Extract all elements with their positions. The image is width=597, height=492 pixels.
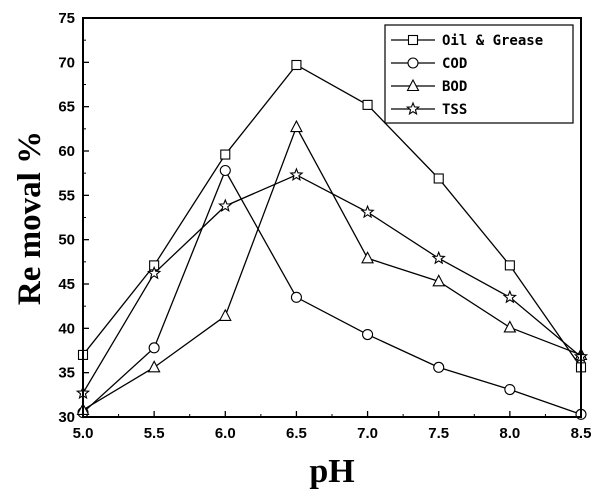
data-point-oil-grease [433,173,444,184]
legend-label: Oil & Grease [442,33,543,49]
data-point-cod [290,291,302,303]
series-line-bod [82,125,582,411]
data-point-cod [433,361,445,373]
data-point-bod [361,251,374,264]
legend-label: BOD [442,79,467,95]
data-point-cod [362,328,374,341]
y-tick-label: 65 [58,99,75,116]
data-point-cod [219,164,231,177]
data-point-tss [218,198,233,213]
x-tick-label: 6.5 [286,425,307,442]
x-tick-label: 5.5 [144,425,165,442]
y-tick-label: 50 [58,232,75,249]
legend-item-oil-grease: Oil & Grease [391,33,543,49]
x-tick-label: 5.0 [73,425,94,442]
series-line-cod [82,169,582,415]
x-tick-label: 7.5 [428,425,449,442]
series-line-oil-grease [82,64,582,368]
plot-frame [82,17,582,418]
y-tick-label: 30 [58,409,75,426]
legend-label: COD [442,56,467,72]
y-tick-label: 35 [58,365,75,382]
x-tick-label: 8.0 [499,425,520,442]
x-axis-title: pH [309,453,354,490]
y-tick-label: 70 [58,54,75,71]
x-tick-label: 7.0 [357,425,378,442]
x-tick-label: 6.0 [215,425,236,442]
data-point-tss [360,204,375,219]
data-point-tss [431,250,446,265]
data-point-bod [290,119,303,133]
legend-marker-bod [406,78,420,92]
series-line-tss [82,174,582,394]
legend-item-cod: COD [391,56,467,72]
data-point-oil-grease [220,149,231,160]
y-tick-label: 45 [58,276,75,293]
y-axis-title: Re moval % [12,131,48,305]
tick-labels: 5.0 5.5 6.0 6.5 7.0 7.5 8.0 8.5 30 35 40 45 50 55 60 65… [58,10,591,442]
legend-marker-oil-grease [407,34,419,46]
data-point-oil-grease [504,260,515,271]
data-point-bod [432,274,446,287]
y-tick-label: 55 [58,187,75,204]
y-tick-label: 60 [58,143,75,160]
y-tick-label: 40 [58,320,75,337]
legend: Oil & Grease COD BOD TSS [384,24,574,124]
data-point-bod [147,360,161,373]
legend-item-tss: TSS [391,101,467,118]
data-point-cod [504,383,516,396]
x-tick-label: 8.5 [571,425,592,442]
data-point-tss [147,265,162,280]
legend-item-bod: BOD [391,78,467,95]
data-point-cod [148,342,160,354]
data-point-bod [218,308,232,321]
data-point-tss [502,289,517,304]
legend-label: TSS [442,102,467,118]
y-tick-label: 75 [58,10,75,27]
data-point-tss [289,167,304,182]
series-oil-grease [77,59,587,373]
data-point-bod [503,320,517,333]
legend-marker-cod [407,57,419,69]
data-point-oil-grease [291,59,302,71]
data-point-oil-grease [362,99,373,110]
legend-marker-tss [405,101,421,116]
